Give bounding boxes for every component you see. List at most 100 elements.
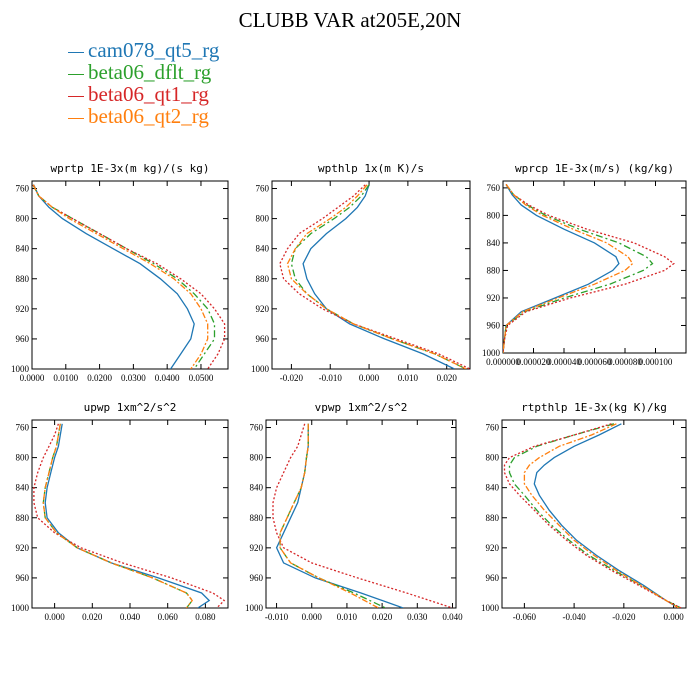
y-tick-label: 840 [486, 483, 500, 493]
y-tick-label: 880 [250, 513, 264, 523]
y-tick-label: 920 [16, 304, 30, 314]
series-line-beta06_dflt_rg [290, 184, 467, 369]
y-tick-label: 920 [16, 543, 30, 553]
x-tick-label: 0.0300 [121, 373, 146, 383]
plot-frame [265, 419, 457, 609]
series-line-beta06_dflt_rg [508, 423, 682, 608]
y-tick-label: 920 [250, 543, 264, 553]
x-tick-label: 0.080 [195, 612, 216, 622]
panel-title: wprcp 1E-3x(m/s) (kg/kg) [515, 162, 674, 175]
legend-swatch [68, 117, 84, 119]
x-tick-label: -0.020 [280, 373, 304, 383]
y-tick-label: 1000 [481, 603, 500, 613]
x-tick-label: 0.040 [120, 612, 141, 622]
x-tick-label: 0.000 [359, 373, 380, 383]
legend-swatch [68, 73, 84, 75]
panel-4: upwp 1xm^2/s^2 760 800 840 880 920 960 1000 0.00… [11, 401, 229, 622]
series-line-beta06_qt1_rg [272, 423, 453, 608]
legend-swatch [68, 95, 84, 97]
series-line-beta06_qt1_rg [32, 184, 226, 369]
y-tick-label: 880 [256, 274, 270, 284]
y-tick-label: 1000 [11, 364, 30, 374]
plot-frame [31, 180, 229, 370]
legend-swatch [68, 51, 84, 53]
panel-6: rtpthlp 1E-3x(kg K)/kg 760 800 840 880 920 960… [481, 401, 687, 622]
y-tick-label: 760 [16, 423, 30, 433]
y-tick-label: 800 [16, 214, 30, 224]
y-tick-label: 1000 [251, 364, 270, 374]
series-line-beta06_qt1_rg [33, 423, 226, 608]
legend: cam078_qt5_rg beta06_dflt_rg beta06_qt1_… [68, 39, 219, 127]
panel-title: wprtp 1E-3x(m kg)/(s kg) [51, 162, 210, 175]
y-tick-label: 800 [486, 453, 500, 463]
y-tick-label: 760 [486, 423, 500, 433]
x-tick-label: -0.060 [513, 612, 537, 622]
series-line-cam078_qt5_rg [275, 423, 404, 608]
y-tick-label: 960 [16, 573, 30, 583]
y-tick-label: 760 [16, 184, 30, 194]
legend-item-beta06-dflt: beta06_dflt_rg [68, 61, 219, 83]
x-tick-label: 0.000000 [486, 357, 520, 367]
legend-item-beta06-qt2: beta06_qt2_rg [68, 105, 219, 127]
series-line-beta06_qt2_rg [523, 423, 679, 608]
series-line-beta06_qt1_rg [503, 423, 682, 608]
y-tick-label: 960 [487, 320, 501, 330]
panel-title: vpwp 1xm^2/s^2 [315, 401, 408, 414]
x-tick-label: -0.020 [612, 612, 636, 622]
x-tick-label: 0.000 [302, 612, 323, 622]
legend-item-cam078: cam078_qt5_rg [68, 39, 219, 61]
legend-label: beta06_dflt_rg [88, 60, 212, 84]
y-tick-label: 1000 [482, 348, 501, 358]
legend-label: beta06_qt2_rg [88, 104, 209, 128]
x-tick-label: 0.020 [437, 373, 458, 383]
x-tick-label: 0.010 [337, 612, 358, 622]
legend-item-beta06-qt1: beta06_qt1_rg [68, 83, 219, 105]
x-tick-label: 0.000 [44, 612, 65, 622]
x-tick-label: 0.0500 [189, 373, 214, 383]
figure-title: CLUBB VAR at205E,20N [238, 8, 462, 32]
x-tick-label: 0.0000 [20, 373, 45, 383]
panel-title: wpthlp 1x(m K)/s [318, 162, 424, 175]
y-tick-label: 760 [487, 183, 501, 193]
y-tick-label: 800 [250, 453, 264, 463]
x-tick-label: 0.020 [82, 612, 103, 622]
y-tick-label: 880 [486, 513, 500, 523]
y-tick-label: 800 [487, 210, 501, 220]
series-line-beta06_qt1_rg [279, 184, 470, 369]
y-tick-label: 960 [16, 334, 30, 344]
panel-title: upwp 1xm^2/s^2 [84, 401, 177, 414]
series-line-beta06_qt1_rg [503, 184, 675, 353]
series-line-cam078_qt5_rg [503, 184, 620, 353]
legend-label: cam078_qt5_rg [88, 38, 220, 62]
x-tick-label: 0.030 [407, 612, 428, 622]
y-tick-label: 840 [16, 483, 30, 493]
y-tick-label: 760 [250, 423, 264, 433]
x-tick-label: 0.010 [398, 373, 419, 383]
panel-3: wprcp 1E-3x(m/s) (kg/kg) 760 800 840 880 920 9… [482, 162, 687, 367]
y-tick-label: 880 [487, 265, 501, 275]
y-tick-label: 1000 [11, 603, 30, 613]
series-line-cam078_qt5_rg [44, 423, 211, 608]
plot-frame [271, 180, 471, 370]
series-line-beta06_qt2_rg [32, 184, 209, 369]
panel-5: vpwp 1xm^2/s^2 760 800 840 880 920 960 1000-0.0… [245, 401, 463, 622]
series-line-beta06_dflt_rg [279, 423, 386, 608]
y-tick-label: 800 [16, 453, 30, 463]
series-line-beta06_dflt_rg [503, 184, 654, 353]
y-tick-label: 840 [487, 238, 501, 248]
x-tick-label: 0.000040 [547, 357, 581, 367]
x-tick-label: -0.010 [265, 612, 289, 622]
plot-frame [501, 419, 687, 609]
x-tick-label: 0.0400 [155, 373, 180, 383]
x-tick-label: 0.000020 [517, 357, 551, 367]
panel-1: wprtp 1E-3x(m kg)/(s kg) 760 800 840 880 920 9… [11, 162, 229, 383]
y-tick-label: 920 [256, 304, 270, 314]
x-tick-label: 0.000100 [639, 357, 673, 367]
x-tick-label: 0.000060 [578, 357, 612, 367]
panel-title: rtpthlp 1E-3x(kg K)/kg [521, 401, 667, 414]
x-tick-label: -0.010 [319, 373, 343, 383]
series-line-beta06_dflt_rg [42, 423, 194, 608]
x-tick-label: 0.020 [372, 612, 393, 622]
series-line-beta06_qt2_rg [286, 184, 467, 369]
